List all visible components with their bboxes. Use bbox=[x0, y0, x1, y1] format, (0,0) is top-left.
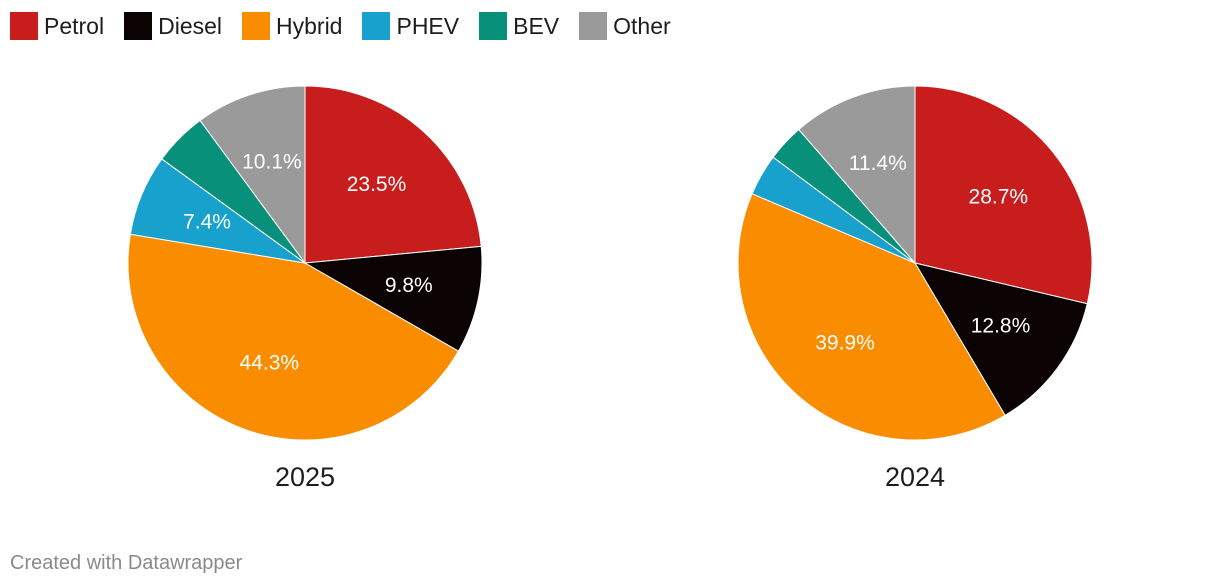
pie-2025: 23.5% 9.8% 44.3% 7.4% 10.1% 2025 bbox=[127, 85, 483, 492]
legend-swatch-phev bbox=[362, 12, 391, 40]
pie-slice-2025-diesel bbox=[303, 245, 483, 352]
data-label-2025-petrol: 23.5% bbox=[347, 173, 407, 196]
legend-item-diesel: Diesel bbox=[124, 12, 222, 40]
data-label-2025-phev: 7.4% bbox=[183, 211, 231, 234]
legend-label-hybrid: Hybrid bbox=[276, 13, 343, 39]
legend-item-hybrid: Hybrid bbox=[242, 12, 342, 40]
legend: Petrol Diesel Hybrid PHEV BEV Other bbox=[10, 12, 691, 40]
credit-footer: Created with Datawrapper bbox=[10, 552, 243, 574]
data-label-2025-other: 10.1% bbox=[242, 151, 302, 174]
legend-item-petrol: Petrol bbox=[10, 12, 104, 40]
data-label-2024-hybrid: 39.9% bbox=[815, 331, 875, 354]
legend-label-petrol: Petrol bbox=[44, 13, 105, 39]
legend-item-other: Other bbox=[579, 12, 671, 40]
legend-swatch-bev bbox=[479, 12, 508, 40]
data-label-2025-hybrid: 44.3% bbox=[240, 352, 300, 375]
pie-slice-2025-other bbox=[199, 85, 306, 265]
pie-slice-2024-petrol bbox=[914, 85, 1093, 305]
legend-swatch-petrol bbox=[10, 12, 38, 40]
pie-title-2024: 2024 bbox=[885, 462, 945, 492]
pie-title-2025: 2025 bbox=[275, 462, 335, 492]
legend-swatch-other bbox=[579, 12, 608, 40]
legend-item-bev: BEV bbox=[479, 12, 559, 40]
pie-slice-2025-petrol bbox=[304, 85, 482, 264]
legend-swatch-hybrid bbox=[242, 12, 271, 40]
data-label-2024-petrol: 28.7% bbox=[969, 186, 1029, 209]
pie-2024: 28.7% 12.8% 39.9% 11.4% 2024 bbox=[737, 85, 1093, 492]
pie-slice-2024-hybrid bbox=[737, 193, 1006, 441]
legend-label-bev: BEV bbox=[513, 13, 560, 39]
legend-swatch-diesel bbox=[124, 12, 153, 40]
legend-label-diesel: Diesel bbox=[158, 13, 223, 39]
pie-slice-2025-hybrid bbox=[127, 233, 460, 441]
pie-slice-2024-diesel bbox=[913, 262, 1088, 417]
legend-label-other: Other bbox=[613, 13, 671, 39]
data-label-2024-diesel: 12.8% bbox=[971, 315, 1031, 338]
legend-label-phev: PHEV bbox=[396, 13, 460, 39]
data-label-2025-diesel: 9.8% bbox=[385, 274, 433, 297]
legend-item-phev: PHEV bbox=[362, 12, 459, 40]
pie-slice-2024-other bbox=[798, 85, 916, 265]
data-label-2024-other: 11.4% bbox=[849, 152, 907, 175]
